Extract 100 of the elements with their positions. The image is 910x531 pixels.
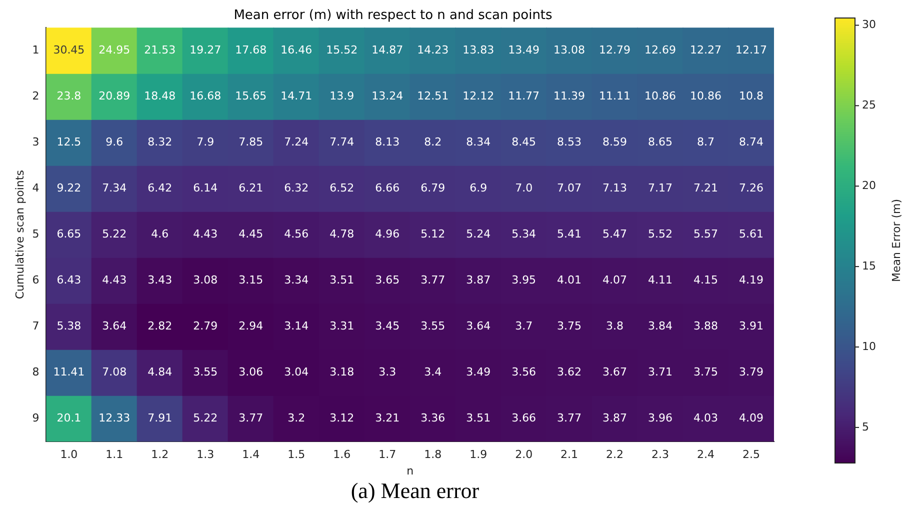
- data-label: 24.95: [98, 43, 130, 56]
- x-tick-label: 2.5: [742, 448, 760, 462]
- y-tick-label: 2: [32, 89, 40, 102]
- data-label: 14.23: [417, 43, 449, 56]
- data-label: 8.13: [375, 135, 400, 148]
- color-bar-label: 25: [862, 98, 876, 112]
- data-label: 4.01: [557, 273, 582, 286]
- data-label: 15.65: [235, 89, 267, 102]
- data-label: 7.08: [102, 365, 127, 378]
- data-label: 3.64: [466, 319, 491, 332]
- data-label: 4.45: [238, 227, 264, 240]
- data-label: 13.9: [330, 89, 354, 102]
- data-label: 3.8: [606, 319, 624, 332]
- data-label: 13.49: [508, 43, 540, 56]
- data-label: 3.49: [466, 365, 491, 378]
- data-label: 7.91: [148, 411, 172, 424]
- data-label: 12.5: [56, 135, 82, 148]
- data-label: 3.7: [515, 319, 533, 332]
- data-label: 7.0: [515, 181, 533, 194]
- x-tick-label: 2.2: [606, 448, 624, 462]
- data-label: 7.85: [238, 135, 264, 148]
- data-label: 3.45: [375, 319, 400, 332]
- data-label: 5.34: [512, 227, 536, 240]
- data-label: 20.89: [98, 89, 130, 102]
- data-label: 11.11: [599, 89, 631, 102]
- data-label: 4.78: [330, 227, 354, 240]
- data-label: 5.57: [694, 227, 718, 240]
- data-label: 6.66: [375, 181, 400, 194]
- data-label: 7.21: [694, 181, 718, 194]
- data-label: 16.68: [190, 89, 222, 102]
- x-tick-label: 2.4: [697, 448, 715, 462]
- data-label: 21.53: [144, 43, 176, 56]
- data-label: 3.65: [375, 273, 400, 286]
- data-label: 9.22: [56, 181, 82, 194]
- data-label: 8.34: [466, 135, 491, 148]
- data-label: 12.79: [599, 43, 631, 56]
- color-bar-label: 5: [862, 420, 869, 434]
- data-label: 4.6: [151, 227, 169, 240]
- data-label: 3.2: [288, 411, 306, 424]
- y-tick-label: 6: [32, 273, 40, 286]
- data-label: 13.08: [554, 43, 586, 56]
- data-label: 4.15: [694, 273, 718, 286]
- data-label: 3.87: [466, 273, 491, 286]
- data-label: 15.52: [326, 43, 358, 56]
- data-label: 6.43: [56, 273, 82, 286]
- x-tick-label: 1.4: [242, 448, 260, 462]
- x-tick-label: 2.1: [560, 448, 578, 462]
- data-label: 5.22: [193, 411, 218, 424]
- data-label: 3.84: [648, 319, 673, 332]
- data-label: 3.12: [330, 411, 354, 424]
- data-label: 4.96: [375, 227, 400, 240]
- data-label: 8.74: [739, 135, 764, 148]
- data-label: 8.59: [602, 135, 628, 148]
- y-tick-label: 7: [32, 319, 40, 332]
- color-bar-label: 30: [862, 18, 876, 32]
- data-label: 7.24: [284, 135, 309, 148]
- data-label: 3.66: [512, 411, 536, 424]
- data-label: 3.56: [512, 365, 536, 378]
- data-label: 4.43: [102, 273, 127, 286]
- data-label: 12.33: [98, 411, 130, 424]
- chart-title: Mean error (m) with respect to n and scan points: [234, 8, 553, 24]
- data-label: 4.84: [148, 365, 172, 378]
- x-tick-label: 1.1: [106, 448, 124, 462]
- data-label: 12.17: [736, 43, 768, 56]
- data-label: 4.09: [739, 411, 764, 424]
- data-label: 20.1: [56, 411, 82, 424]
- data-label: 3.91: [739, 319, 764, 332]
- data-label: 3.71: [648, 365, 673, 378]
- data-label: 4.07: [602, 273, 628, 286]
- data-label: 12.69: [644, 43, 676, 56]
- data-label: 5.22: [102, 227, 127, 240]
- color-bar-label: 20: [862, 178, 876, 192]
- data-label: 8.65: [648, 135, 673, 148]
- data-label: 13.83: [462, 43, 494, 56]
- data-label: 3.14: [284, 319, 309, 332]
- data-label: 3.06: [238, 365, 264, 378]
- data-label: 3.34: [284, 273, 309, 286]
- data-label: 5.61: [739, 227, 764, 240]
- data-label: 6.32: [284, 181, 309, 194]
- x-tick-label: 1.0: [60, 448, 78, 462]
- data-label: 3.04: [284, 365, 309, 378]
- x-tick-label: 1.9: [470, 448, 488, 462]
- data-label: 6.42: [148, 181, 172, 194]
- data-label: 12.51: [417, 89, 449, 102]
- data-label: 3.96: [648, 411, 673, 424]
- data-label: 4.19: [739, 273, 764, 286]
- x-tick-label: 1.2: [151, 448, 169, 462]
- data-label: 3.62: [557, 365, 582, 378]
- color-bar-label: 15: [862, 259, 876, 272]
- x-tick-label: 2.3: [652, 448, 670, 462]
- data-label: 3.75: [694, 365, 718, 378]
- data-label: 3.64: [102, 319, 127, 332]
- data-label: 5.41: [557, 227, 582, 240]
- data-label: 23.8: [56, 89, 82, 102]
- data-label: 3.4: [424, 365, 442, 378]
- data-label: 3.55: [193, 365, 218, 378]
- data-label: 8.2: [424, 135, 442, 148]
- data-label: 3.95: [512, 273, 536, 286]
- x-tick-label: 1.3: [196, 448, 214, 462]
- data-label: 3.51: [466, 411, 491, 424]
